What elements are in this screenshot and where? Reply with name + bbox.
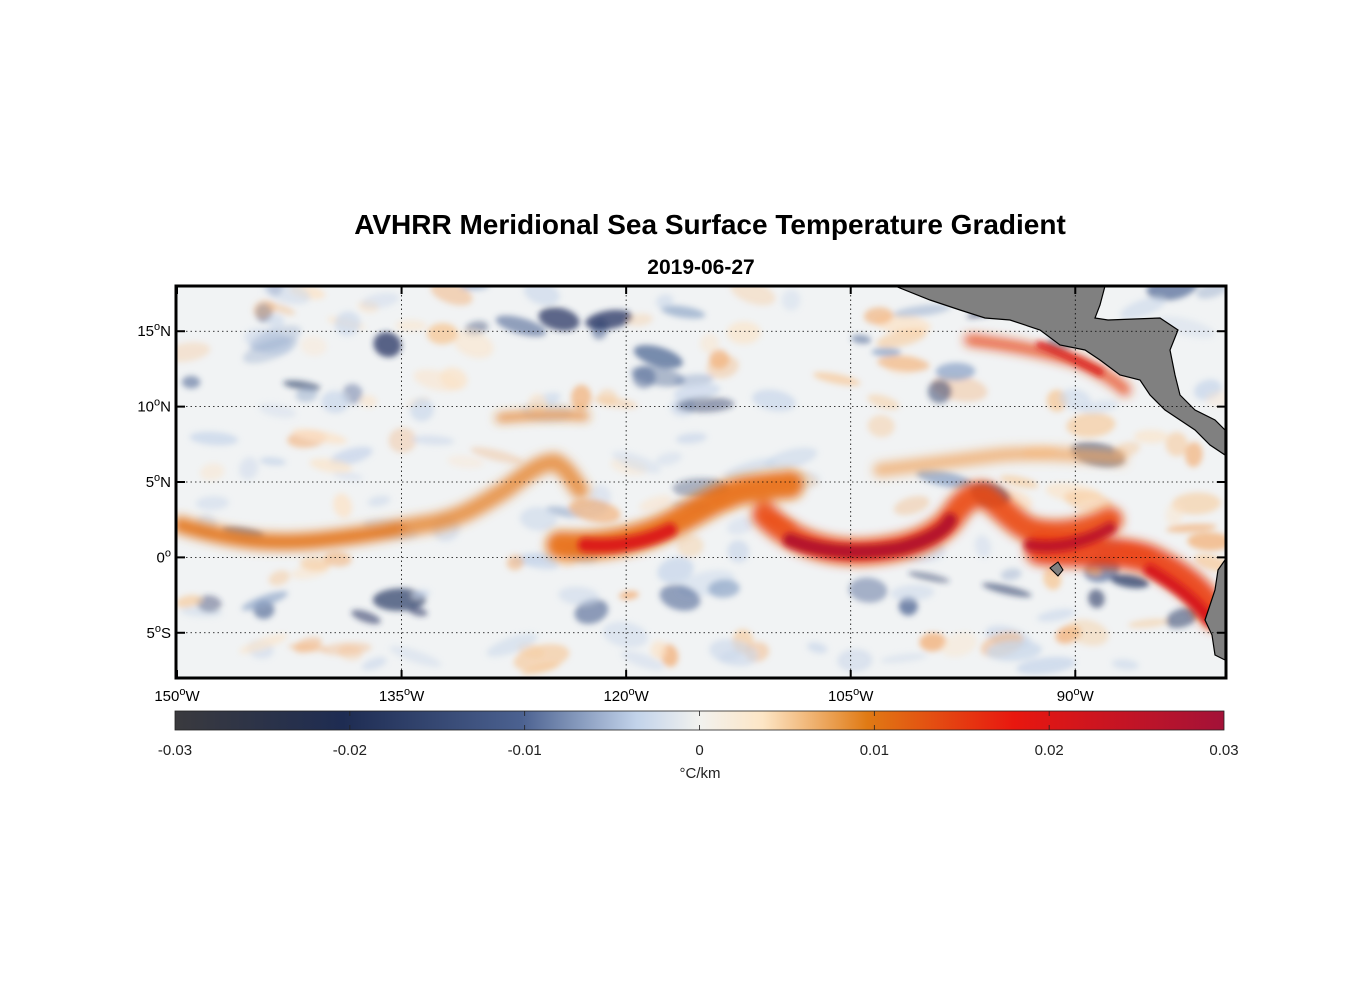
x-tick-label: 105oW [828,686,874,705]
land-south-america [1204,558,1225,661]
sst-gradient-field [177,286,1225,678]
colorbar-tick-label: 0 [695,742,703,759]
colorbar-tick-label: -0.01 [508,742,542,759]
y-tick-label: 0o [157,547,171,566]
land-central-america [894,286,1225,456]
colorbar-tick-label: 0.03 [1209,742,1238,759]
y-tick-label: 5oS [147,623,171,642]
colorbar-tick-label: -0.02 [333,742,367,759]
figure-title: AVHRR Meridional Sea Surface Temperature… [354,209,1066,240]
map-frame [174,284,1228,680]
x-tick-label: 90oW [1057,686,1095,705]
x-tick-label: 120oW [603,686,649,705]
x-tick-label: 135oW [379,686,425,705]
latitude-ticks: 15oN 10oN 5oN 0o 5oS [137,321,1225,642]
figure-subtitle: 2019-06-27 [647,256,754,279]
colorbar-unit: °C/km [680,765,721,782]
graticule [177,286,1225,678]
colorbar-tick-label: -0.03 [158,742,192,759]
colorbar-tick-label: 0.01 [860,742,889,759]
longitude-ticks: 150oW 135oW 120oW 105oW 90oW [154,286,1095,705]
colorbar-ticks: -0.03 -0.02 -0.01 0 0.01 0.02 0.03 [158,711,1239,759]
y-tick-label: 15oN [137,321,171,340]
x-tick-label: 150oW [154,686,200,705]
land-galapagos [1049,561,1064,577]
colorbar-tick-label: 0.02 [1035,742,1064,759]
y-tick-label: 10oN [137,397,171,416]
y-tick-label: 5oN [146,472,171,491]
